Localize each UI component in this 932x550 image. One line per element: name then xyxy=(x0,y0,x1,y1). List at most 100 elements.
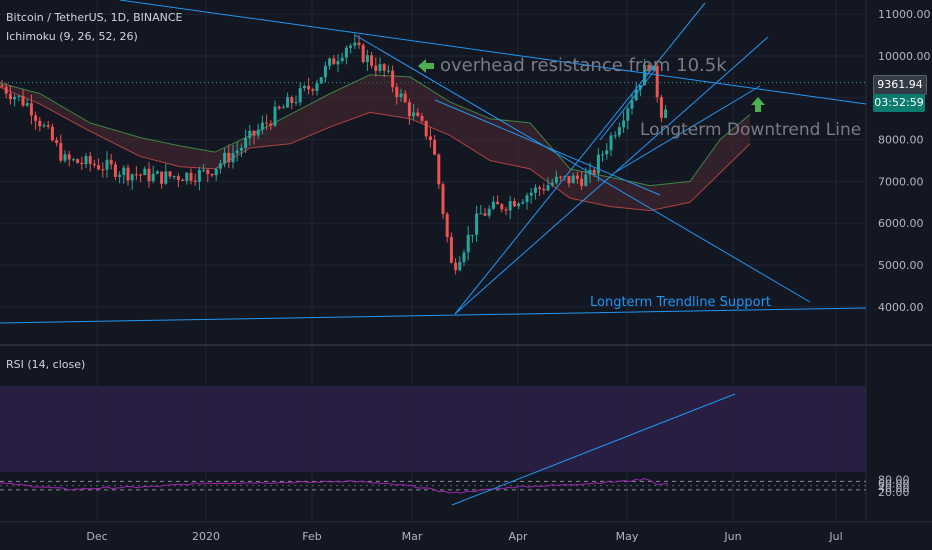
candle-body xyxy=(416,112,420,117)
candle-body xyxy=(336,60,340,65)
bar-timer-badge: 03:52:59 xyxy=(873,94,925,112)
price-tick-label: 4000.00 xyxy=(878,301,924,314)
candle-body xyxy=(206,169,210,174)
price-tick-label: 10000.00 xyxy=(878,50,931,63)
candle-body xyxy=(298,88,302,103)
time-tick-label: Jun xyxy=(723,530,741,543)
candle-body xyxy=(4,86,8,94)
candle-body xyxy=(412,112,416,117)
candle-body xyxy=(231,153,235,163)
candle-body xyxy=(559,176,563,178)
candle-body xyxy=(340,57,344,61)
candle-body xyxy=(323,65,327,78)
candle-body xyxy=(172,176,176,178)
candle-body xyxy=(265,122,269,124)
grid-lines xyxy=(0,0,932,523)
candle-body xyxy=(533,187,537,193)
candle-body xyxy=(491,201,495,209)
price-pane-bg xyxy=(0,0,866,345)
rsi-trendline xyxy=(451,393,736,506)
candle-body xyxy=(542,188,546,191)
candle-body xyxy=(235,150,239,154)
candle-body xyxy=(202,169,206,171)
candle-body xyxy=(130,174,134,181)
rising-line xyxy=(615,85,761,173)
candle-body xyxy=(374,65,378,71)
candle-body xyxy=(601,154,605,156)
candle-body xyxy=(122,167,126,175)
candle-body xyxy=(143,168,147,176)
candle-body xyxy=(25,103,29,106)
candle-body xyxy=(500,204,504,210)
time-tick-label: Dec xyxy=(86,530,107,543)
senkou-span-a xyxy=(0,74,751,187)
channel-upper-line xyxy=(454,2,706,315)
candle-body xyxy=(592,169,596,174)
time-tick-label: May xyxy=(616,530,639,543)
candle-body xyxy=(46,125,50,127)
candle-body xyxy=(29,103,33,116)
candle-body xyxy=(84,156,88,165)
candle-body xyxy=(80,162,84,165)
candle-body xyxy=(260,122,264,130)
symbol-title: Bitcoin / TetherUS, 1D, BINANCE xyxy=(6,11,183,24)
time-tick-label: Feb xyxy=(302,530,321,543)
candle-body xyxy=(63,154,67,161)
candle-body xyxy=(248,130,252,139)
candle-body xyxy=(34,115,38,121)
candle-body xyxy=(181,179,185,181)
candle-body xyxy=(550,182,554,186)
candle-body xyxy=(256,129,260,136)
candle-body xyxy=(638,85,642,90)
rsi-line xyxy=(0,478,669,494)
candle-body xyxy=(458,261,462,271)
candle-body xyxy=(67,154,71,160)
candle-body xyxy=(370,55,374,66)
candle-body xyxy=(424,120,428,137)
candle-body xyxy=(575,175,579,179)
candle-body xyxy=(580,178,584,186)
candle-body xyxy=(386,70,390,72)
candle-body xyxy=(538,187,542,189)
candle-body xyxy=(462,252,466,262)
candle-body xyxy=(315,83,319,91)
senkou-span-b xyxy=(0,86,751,212)
candle-body xyxy=(277,106,281,109)
candle-body xyxy=(147,168,151,182)
candle-body xyxy=(588,169,592,175)
candle-body xyxy=(643,65,647,86)
ichimoku-cloud xyxy=(0,74,751,212)
candle-body xyxy=(647,65,651,71)
rsi-legend: RSI (14, close) xyxy=(6,358,86,371)
candle-body xyxy=(55,140,59,144)
candle-body xyxy=(302,86,306,89)
price-tick-label: 5000.00 xyxy=(878,259,924,272)
trendlines xyxy=(0,0,867,324)
candle-body xyxy=(139,174,143,176)
time-tick-label: 2020 xyxy=(192,530,220,543)
candle-body xyxy=(391,70,395,88)
candle-body xyxy=(269,123,273,126)
candle-body xyxy=(193,180,197,182)
candle-body xyxy=(441,184,445,214)
rsi-tick-label: 20.00 xyxy=(878,486,910,499)
candle-body xyxy=(378,64,382,71)
candle-body xyxy=(59,143,63,161)
candle-body xyxy=(361,45,365,63)
candle-body xyxy=(605,150,609,155)
candle-body xyxy=(160,171,164,184)
price-tick-label: 11000.00 xyxy=(878,8,931,21)
candle-body xyxy=(273,106,277,126)
current-price-badge: 9361.94 xyxy=(873,75,927,95)
candle-body xyxy=(8,93,12,100)
candle-body xyxy=(433,140,437,155)
candle-body xyxy=(286,97,290,108)
candle-body xyxy=(664,109,668,118)
ichimoku-legend: Ichimoku (9, 26, 52, 26) xyxy=(6,30,138,43)
candle-body xyxy=(395,87,399,97)
candle-body xyxy=(214,168,218,176)
candle-body xyxy=(609,135,613,151)
candlesticks xyxy=(0,33,668,275)
candle-body xyxy=(227,152,231,163)
